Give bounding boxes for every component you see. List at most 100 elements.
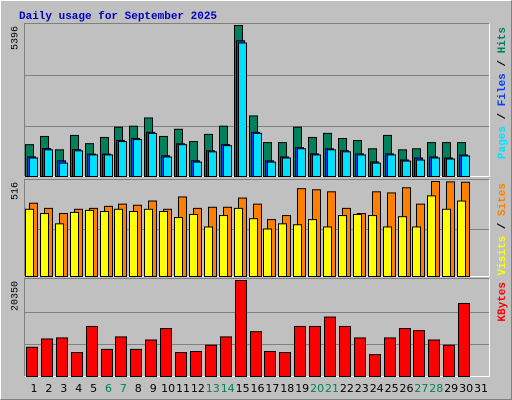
bar [100,211,109,277]
bar [40,213,49,277]
legend-separator: / [497,53,509,73]
bar [86,325,98,377]
y-tick-label: 5396 [11,26,22,50]
x-tick-label: 21 [325,382,339,395]
x-tick-label: 14 [221,382,235,395]
legend-entry: Files [497,73,509,106]
bar [413,330,425,377]
x-tick-label: 1 [31,382,38,395]
chart-title: Daily usage for September 2025 [19,11,217,23]
bar [163,156,172,177]
bar [431,157,440,177]
panel-bevel-dark [24,278,490,377]
bar [369,354,381,378]
bar [457,200,466,277]
legend-entry: Hits [497,27,509,53]
legend: Pages / Files / Hits [497,27,509,159]
panel-bevel-dark [24,23,490,177]
x-tick-label: 22 [340,382,354,395]
x-tick-label: 26 [400,382,414,395]
bar [25,208,34,277]
bar [29,157,38,177]
x-tick-label: 6 [105,382,112,395]
bar [368,215,377,277]
bar [339,325,351,377]
bar [338,215,347,277]
x-tick-label: 29 [444,382,458,395]
bar [223,145,232,178]
x-tick-label: 20 [310,382,324,395]
x-tick-label: 2 [45,382,52,395]
bar [278,223,287,277]
bar [145,339,157,377]
legend: Visits / Sites [497,183,509,275]
x-tick-label: 19 [295,382,309,395]
bar [114,208,123,277]
bar [174,217,183,277]
legend-entry: KBytes [497,282,509,322]
bar [175,352,187,378]
bar [263,228,272,277]
legend-separator: / [497,216,509,236]
bar [357,154,366,178]
x-tick-label: 28 [429,382,443,395]
x-tick-label: 24 [370,382,384,395]
bar [353,213,362,278]
bar [189,213,198,278]
bar [384,337,396,377]
bar [85,209,94,278]
bar [208,151,217,178]
bar [308,219,317,277]
bar [387,154,396,178]
x-tick-label: 27 [414,382,428,395]
bar [354,337,366,377]
bar [129,211,138,277]
bar [220,336,232,378]
bar [178,144,187,177]
x-tick-label: 7 [120,382,127,395]
bar [309,325,321,377]
x-tick-label: 4 [75,382,82,395]
bar [190,350,202,377]
bar [428,339,440,377]
bar [458,303,470,377]
bar [56,337,68,377]
bar [26,346,38,377]
bar [70,211,79,278]
bar [89,154,98,178]
bar [133,139,142,177]
bar [41,338,53,378]
bar [101,348,113,377]
bar [267,161,276,177]
bar [204,226,213,277]
bar [160,328,172,377]
panel-bevel-dark [24,179,490,277]
bar [461,155,470,178]
x-tick-label: 31 [474,382,488,395]
bar [398,216,407,278]
bar [235,280,247,377]
x-tick-label: 11 [176,382,190,395]
legend-entry: Visits [497,236,509,276]
bar [327,149,336,177]
bar [144,208,153,277]
bar [443,344,455,377]
x-tick-label: 3 [60,382,67,395]
bar [427,195,436,277]
bar [59,162,68,177]
x-tick-label: 23 [355,382,369,395]
bar [264,350,276,377]
x-tick-label: 15 [236,382,250,395]
bar [115,336,127,378]
bar [253,132,262,178]
bar [442,208,451,277]
x-tick-label: 25 [385,382,399,395]
bar [416,159,425,178]
x-tick-label: 8 [135,382,142,395]
bar [372,162,381,177]
bar [71,352,83,378]
legend-separator: / [497,106,509,126]
bar [193,161,202,177]
x-tick-label: 18 [280,382,294,395]
